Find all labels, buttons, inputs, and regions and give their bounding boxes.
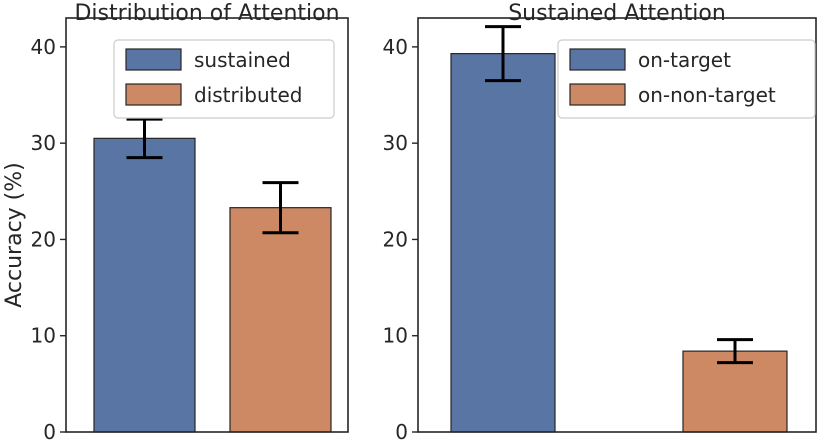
axes-frame xyxy=(417,17,817,433)
legend: on-target on-non-target xyxy=(557,39,816,119)
legend-label-distributed: distributed xyxy=(194,83,303,107)
legend-swatch-on-target xyxy=(569,48,626,71)
legend: sustained distributed xyxy=(113,39,335,119)
panel-distribution-of-attention: Distribution of Attention Accuracy (%) 0 10… xyxy=(2,1,349,444)
y-tick-label: 0 xyxy=(43,420,56,444)
panel-sustained-attention: Sustained Attention010203040on-targeton-… xyxy=(383,1,817,444)
legend-label-on-non-target: on-non-target xyxy=(638,83,776,107)
chart-title: Distribution of Attention xyxy=(74,1,339,26)
y-tick-label: 30 xyxy=(31,131,56,155)
legend-label-on-target: on-target xyxy=(638,48,731,72)
y-tick-label: 40 xyxy=(383,35,408,59)
legend-label-sustained: sustained xyxy=(194,48,291,72)
legend-swatch-sustained xyxy=(125,48,182,71)
y-tick-label: 20 xyxy=(31,227,56,251)
axes-frame xyxy=(65,17,349,433)
y-tick-label: 0 xyxy=(395,420,408,444)
bar-distributed xyxy=(229,207,332,433)
legend-swatch-on-non-target xyxy=(569,83,626,106)
y-tick-label: 40 xyxy=(31,35,56,59)
y-tick-label: 30 xyxy=(383,131,408,155)
chart-title: Sustained Attention xyxy=(508,1,726,26)
legend-swatch-distributed xyxy=(125,83,182,106)
y-tick-label: 20 xyxy=(383,227,408,251)
y-tick-label: 10 xyxy=(31,324,56,348)
bar-on-target xyxy=(450,53,556,433)
y-axis-label: Accuracy (%) xyxy=(2,162,27,308)
bar-on-non-target xyxy=(682,350,788,433)
bar-sustained xyxy=(93,137,196,433)
y-tick-label: 10 xyxy=(383,324,408,348)
